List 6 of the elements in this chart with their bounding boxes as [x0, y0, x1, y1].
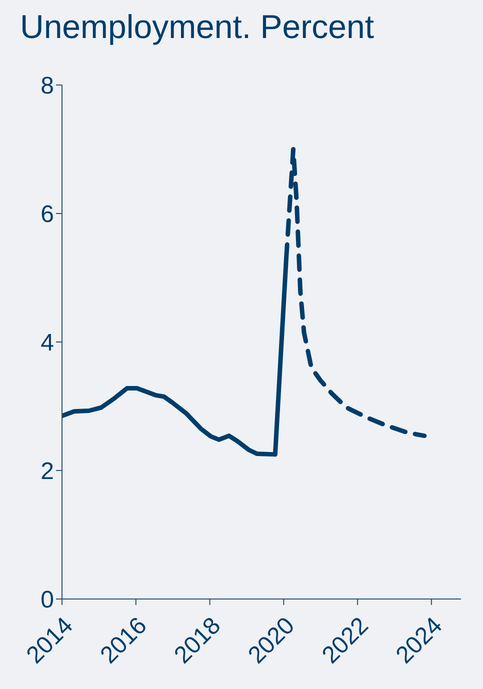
y-tick-label: 2	[40, 458, 54, 486]
y-tick-label: 6	[40, 201, 54, 228]
y-tick-label: 8	[40, 72, 54, 100]
chart-title: Unemployment. Percent	[20, 8, 374, 46]
y-tick-label: 4	[40, 330, 54, 357]
y-tick-label: 0	[40, 586, 54, 614]
